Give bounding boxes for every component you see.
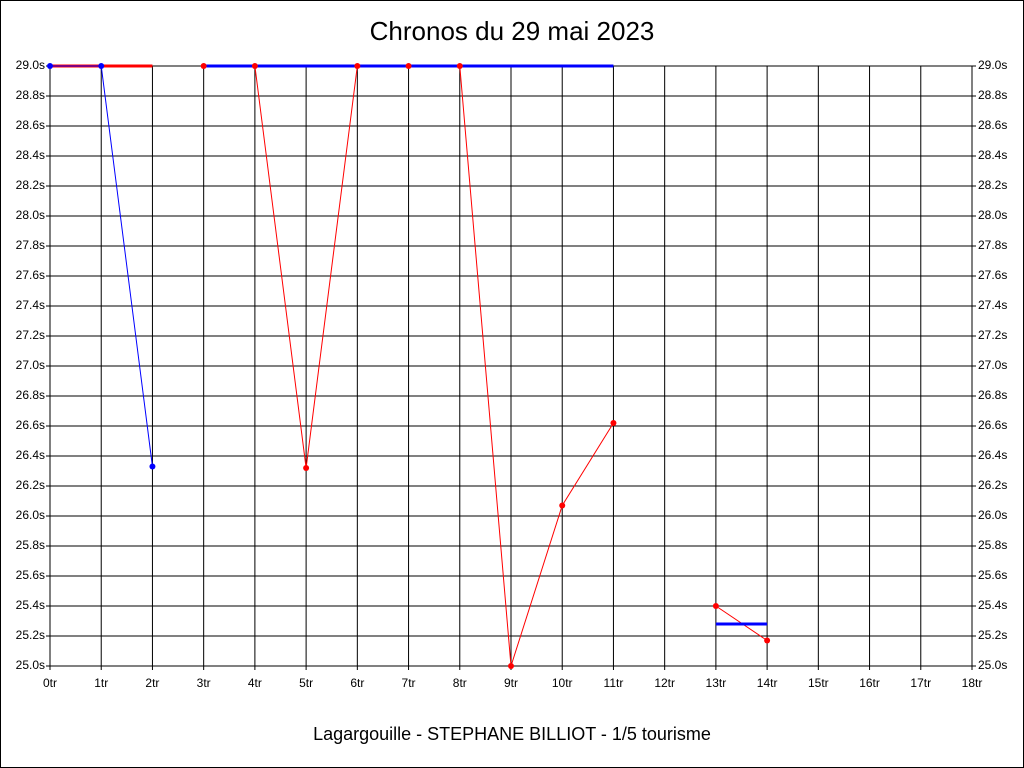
y-tick-label-right: 25.4s [978, 598, 1007, 612]
data-point [456, 63, 463, 69]
x-tick-label: 6tr [350, 676, 364, 690]
x-tick-label: 9tr [504, 676, 518, 690]
y-tick-label: 27.0s [16, 358, 45, 372]
data-point [508, 663, 514, 669]
y-tick-label: 28.6s [16, 118, 45, 132]
x-tick-label: 5tr [299, 676, 313, 690]
x-tick-label: 8tr [453, 676, 467, 690]
x-tick-label: 13tr [706, 676, 727, 690]
x-tick-label: 11tr [604, 676, 624, 690]
y-tick-label-right: 28.2s [978, 178, 1007, 192]
y-tick-label: 26.0s [16, 508, 45, 522]
data-point [712, 603, 719, 609]
data-point [405, 63, 412, 69]
y-tick-label-right: 25.8s [978, 538, 1007, 552]
y-tick-label-right: 25.0s [978, 658, 1007, 672]
y-tick-label-right: 27.6s [978, 268, 1007, 282]
y-tick-label: 27.2s [16, 328, 45, 342]
data-point [610, 420, 617, 426]
y-tick-label-right: 25.2s [978, 628, 1007, 642]
data-point [200, 63, 207, 69]
x-tick-label: 14tr [757, 676, 778, 690]
x-tick-label: 16tr [859, 676, 880, 690]
y-tick-label-right: 27.8s [978, 238, 1007, 252]
y-tick-label-right: 28.6s [978, 118, 1007, 132]
data-point [251, 63, 258, 69]
y-tick-label-right: 26.6s [978, 418, 1007, 432]
y-tick-label: 25.0s [16, 658, 45, 672]
y-tick-label: 28.2s [16, 178, 45, 192]
y-tick-label-right: 28.0s [978, 208, 1007, 222]
data-point [354, 63, 361, 69]
y-tick-label: 25.2s [16, 628, 45, 642]
y-tick-label-right: 26.8s [978, 388, 1007, 402]
y-tick-label-right: 29.0s [978, 58, 1007, 72]
data-point [98, 63, 105, 69]
y-tick-label: 28.4s [16, 148, 45, 162]
chart-title: Chronos du 29 mai 2023 [370, 16, 655, 46]
y-tick-label: 25.4s [16, 598, 45, 612]
x-tick-label: 10tr [552, 676, 573, 690]
y-tick-label: 26.8s [16, 388, 45, 402]
y-tick-label-right: 25.6s [978, 568, 1007, 582]
y-tick-label: 26.2s [16, 478, 45, 492]
y-tick-label: 27.6s [16, 268, 45, 282]
x-tick-label: 3tr [197, 676, 211, 690]
x-tick-label: 17tr [910, 676, 931, 690]
x-tick-label: 18tr [962, 676, 983, 690]
x-tick-label: 2tr [145, 676, 159, 690]
y-tick-label-right: 27.2s [978, 328, 1007, 342]
x-tick-label: 12tr [654, 676, 675, 690]
y-tick-label-right: 28.4s [978, 148, 1007, 162]
y-tick-label: 25.8s [16, 538, 45, 552]
x-tick-label: 4tr [248, 676, 262, 690]
data-point [149, 463, 156, 470]
y-tick-label-right: 26.4s [978, 448, 1007, 462]
y-tick-label-right: 26.0s [978, 508, 1007, 522]
x-axis-label: Lagargouille - STEPHANE BILLIOT - 1/5 to… [313, 724, 711, 744]
data-point [47, 63, 53, 69]
y-tick-label: 25.6s [16, 568, 45, 582]
x-tick-label: 0tr [43, 676, 57, 690]
y-tick-label: 29.0s [16, 58, 45, 72]
y-tick-label: 28.8s [16, 88, 45, 102]
data-point [303, 465, 310, 471]
x-tick-label: 15tr [808, 676, 829, 690]
y-tick-label: 27.4s [16, 298, 45, 312]
data-point [764, 637, 771, 644]
x-tick-label: 7tr [402, 676, 416, 690]
data-point [559, 502, 566, 509]
y-tick-label-right: 27.4s [978, 298, 1007, 312]
y-tick-label-right: 27.0s [978, 358, 1007, 372]
y-tick-label: 26.4s [16, 448, 45, 462]
y-tick-label-right: 26.2s [978, 478, 1007, 492]
y-tick-label: 27.8s [16, 238, 45, 252]
x-tick-label: 1tr [94, 676, 108, 690]
y-tick-label-right: 28.8s [978, 88, 1007, 102]
y-tick-label: 26.6s [16, 418, 45, 432]
y-tick-label: 28.0s [16, 208, 45, 222]
